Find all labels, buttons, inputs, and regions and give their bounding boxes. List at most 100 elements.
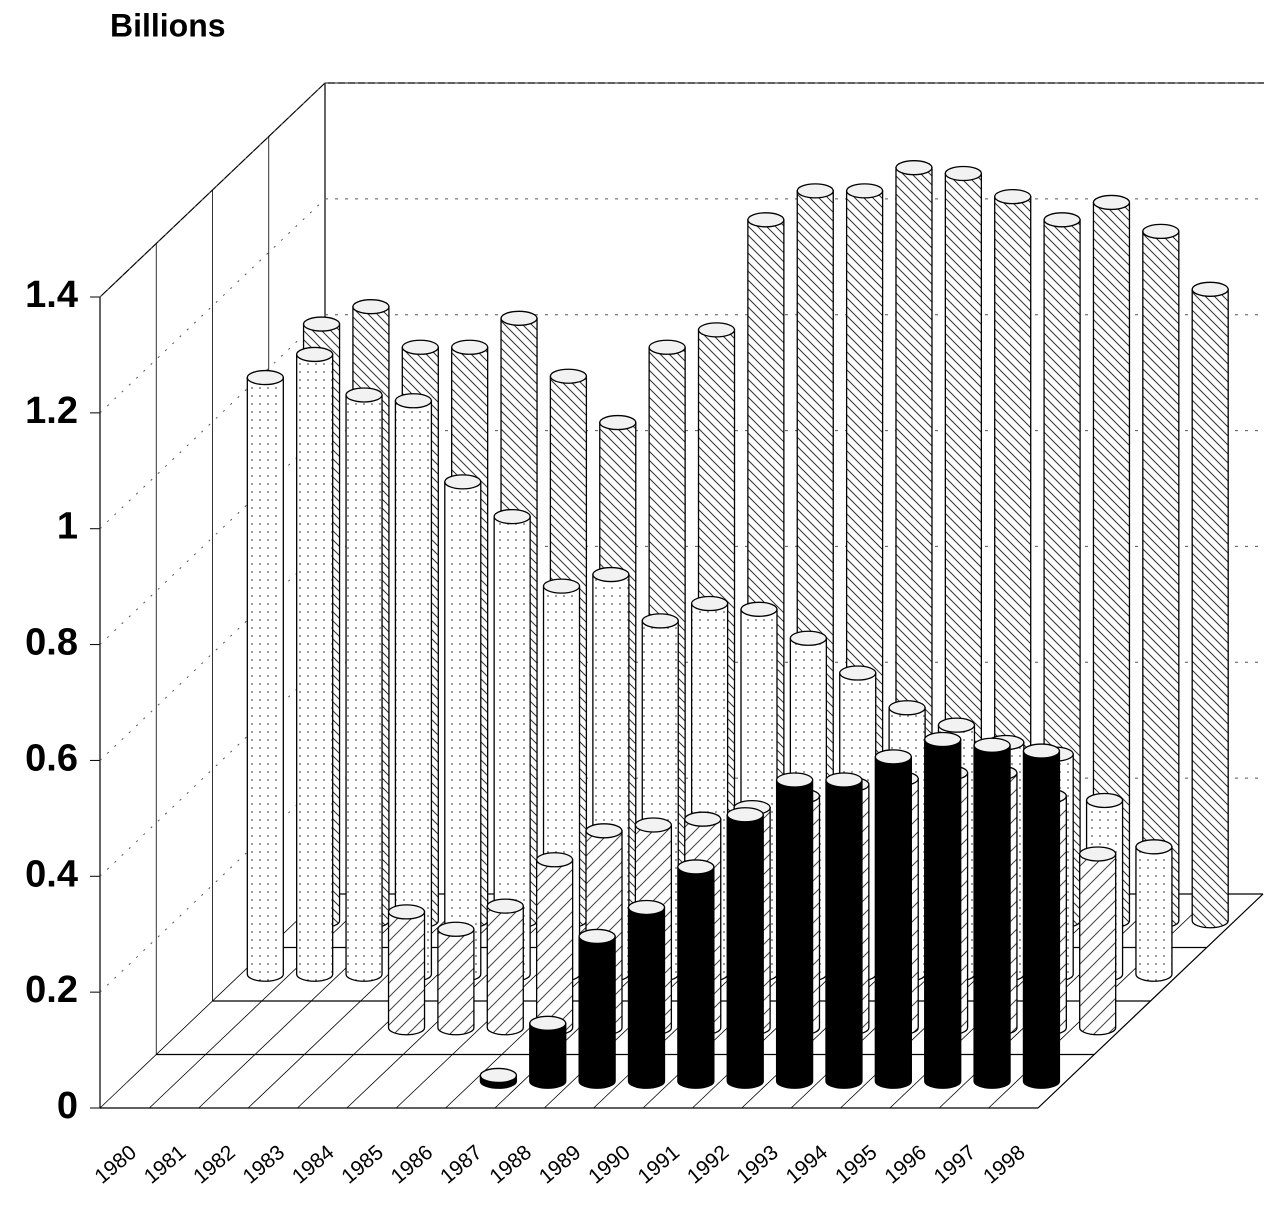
y-tick-label: 0.8 — [25, 622, 78, 664]
cylinder-body — [529, 1022, 567, 1089]
cylinder-top — [1043, 212, 1081, 228]
cylinder-body — [627, 906, 666, 1089]
cylinder-top — [874, 749, 912, 765]
x-tick-label: 1985 — [337, 1141, 388, 1189]
cylinder-top — [796, 183, 834, 199]
cylinder-body — [677, 866, 715, 1089]
cylinder-body — [1022, 750, 1061, 1089]
floor-line — [149, 893, 375, 1109]
cylinder-top — [994, 188, 1032, 205]
y-tick-label: 0.2 — [25, 969, 78, 1011]
floor-line — [247, 893, 474, 1109]
cylinder-top — [479, 1067, 518, 1084]
grid-line — [99, 198, 326, 414]
cylinder-body — [486, 905, 524, 1036]
floor-line — [1037, 893, 1264, 1109]
cylinder-top — [302, 316, 341, 332]
cylinder-top — [789, 630, 828, 646]
x-tick-label: 1984 — [288, 1141, 339, 1189]
cylinder-top — [599, 414, 637, 431]
cylinder-body — [345, 394, 383, 982]
y-axis-label: Billions — [110, 7, 226, 43]
cylinder-top — [839, 665, 877, 681]
cylinder-body — [825, 779, 863, 1089]
cylinder-top — [1079, 846, 1117, 862]
cylinder-top — [535, 852, 574, 868]
grid-line — [99, 82, 326, 298]
cylinder-top — [437, 921, 475, 937]
cylinder-top — [937, 717, 976, 733]
cylinder-top — [1135, 839, 1173, 855]
grid-line — [99, 430, 326, 645]
cylinder-top — [1022, 743, 1061, 759]
cylinder-top — [352, 299, 390, 315]
x-tick-label: 1995 — [831, 1141, 882, 1189]
cylinder-top — [944, 165, 982, 182]
cylinder-top — [1142, 223, 1180, 240]
y-tick-label: 1 — [57, 506, 78, 548]
cylinder-top — [747, 212, 785, 228]
cylinder-top — [648, 339, 686, 355]
cylinder-top — [542, 578, 581, 594]
cylinder-top — [924, 731, 962, 748]
cylinder-top — [677, 859, 715, 875]
cylinder-body — [246, 376, 284, 982]
cylinder-body — [775, 779, 814, 1089]
cylinder-top — [296, 346, 334, 363]
cylinder-top — [888, 700, 926, 716]
cylinder-top — [775, 772, 814, 788]
cylinder-top — [634, 817, 673, 833]
cylinder-body — [1191, 288, 1229, 929]
cylinder-top — [549, 368, 588, 384]
cylinder-top — [529, 1015, 567, 1031]
grid-line — [99, 546, 326, 761]
y-tick-label: 0.6 — [25, 737, 78, 779]
cylinder-top — [1085, 792, 1124, 809]
cylinder-body — [874, 756, 912, 1089]
x-tick-label: 1997 — [930, 1141, 981, 1189]
x-tick-label: 1981 — [140, 1141, 191, 1189]
cylinder-top — [394, 393, 433, 409]
cylinder-body — [296, 353, 334, 982]
cylinder-top — [1191, 281, 1229, 297]
cylinder-top — [387, 904, 426, 920]
cylinder-top — [451, 339, 489, 355]
cylinder-top — [401, 339, 439, 355]
cylinder-top — [726, 807, 764, 823]
x-tick-label: 1989 — [535, 1141, 586, 1189]
cylinder-body — [1135, 846, 1173, 982]
cylinder-top — [585, 823, 623, 839]
x-tick-label: 1992 — [683, 1141, 734, 1189]
x-tick-label: 1982 — [189, 1141, 240, 1189]
x-tick-label: 1988 — [485, 1141, 536, 1189]
x-tick-label: 1980 — [90, 1141, 141, 1189]
cylinder-top — [845, 183, 884, 199]
x-tick-label: 1996 — [880, 1141, 931, 1189]
cylinder-top — [486, 898, 524, 914]
grid-line — [99, 777, 326, 993]
x-tick-label: 1990 — [584, 1141, 635, 1189]
cylinder-top — [684, 811, 722, 827]
cylinder-top — [641, 613, 679, 629]
cylinder-body — [1142, 230, 1180, 929]
floor-line — [99, 893, 326, 1109]
y-tick-label: 0 — [57, 1085, 78, 1127]
cylinder-body — [924, 738, 962, 1089]
cylinder-top — [627, 899, 666, 916]
cylinder-body — [535, 859, 574, 1036]
floor-line — [198, 893, 425, 1109]
cylinder-top — [444, 474, 482, 490]
cylinder-body — [444, 481, 482, 982]
cylinder-body — [578, 935, 616, 1089]
x-tick-label: 1994 — [782, 1141, 833, 1189]
cylinder-top — [1092, 194, 1131, 211]
cylinder-top — [740, 601, 778, 617]
cylinder-top — [500, 310, 538, 326]
cylinder-top — [493, 508, 531, 525]
y-tick-label: 1.4 — [25, 274, 78, 316]
cylinder-top — [690, 595, 729, 612]
x-tick-label: 1991 — [634, 1141, 685, 1189]
grid-line — [99, 314, 326, 530]
cylinder-body — [973, 744, 1011, 1089]
cylinder-body — [726, 814, 764, 1089]
